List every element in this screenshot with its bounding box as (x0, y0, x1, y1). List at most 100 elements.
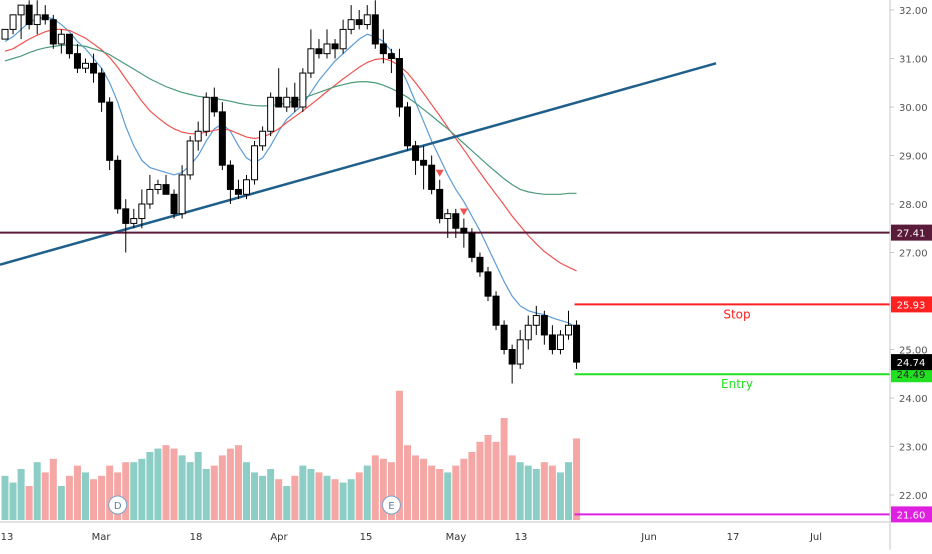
candle (540, 310, 548, 345)
candle (291, 82, 299, 112)
candle (452, 208, 460, 238)
candle-body (347, 19, 355, 30)
candle (210, 87, 218, 117)
volume-bar (331, 479, 339, 520)
candle (299, 68, 307, 112)
candle (347, 5, 355, 35)
candle-body (57, 33, 65, 45)
volume-bar (82, 472, 89, 520)
candle (138, 189, 146, 229)
candle (25, 0, 33, 30)
moving-average-line (4, 28, 577, 272)
candle (226, 160, 234, 204)
level-label: Entry (721, 377, 753, 391)
volume-bar (178, 455, 186, 520)
candle (387, 48, 395, 74)
candle (234, 179, 242, 200)
candle-body (516, 339, 524, 365)
candle (243, 174, 250, 200)
candle-body (65, 33, 73, 55)
y-tick-label: 29.00 (899, 152, 928, 163)
sell-marker (435, 169, 444, 177)
volume-bar (476, 441, 484, 520)
volume-bar (138, 458, 146, 520)
volume-bar (299, 465, 307, 520)
candle (532, 305, 540, 335)
candle-body (17, 4, 25, 16)
candle-body (90, 62, 98, 74)
candle-body (500, 324, 508, 350)
volume-bar (90, 479, 98, 520)
price-tag-bg (891, 296, 932, 313)
volume-bar (548, 465, 556, 520)
price-tag-text: 21.60 (897, 510, 926, 521)
price-tag: 25.93 (891, 296, 932, 313)
volume-bar (395, 390, 403, 520)
candle (1, 28, 9, 40)
price-tags-layer: 27.41 25.93 24.49 21.60 24.74 (891, 224, 932, 523)
candle (33, 0, 41, 35)
volume-bar (251, 472, 259, 520)
candle (468, 228, 476, 263)
candle-body (41, 14, 49, 21)
last-price-tag: 24.74 (891, 354, 932, 371)
candle (323, 29, 331, 59)
candle-body (283, 96, 291, 108)
candle (275, 68, 283, 108)
candle (186, 136, 194, 180)
volume-bar (170, 448, 178, 520)
volume-bar (9, 482, 17, 520)
candle-body (154, 184, 162, 190)
candle-body (395, 58, 403, 108)
volume-bar (291, 475, 299, 520)
candle-body (194, 130, 202, 142)
candle-body (508, 349, 516, 365)
volume-bar (122, 462, 130, 520)
candle (49, 14, 57, 49)
last-price-tag-bg (891, 354, 932, 371)
candle (460, 218, 468, 248)
candle (371, 0, 379, 49)
volume-bar (444, 472, 452, 520)
y-tick-label: 31.00 (899, 55, 928, 66)
candle-body (420, 159, 428, 166)
candle (484, 267, 492, 301)
candle (170, 189, 178, 219)
volume-bar (323, 475, 331, 520)
x-tick-label: 13 (1, 532, 14, 543)
volume-bar (106, 465, 114, 520)
candle (41, 5, 49, 25)
volume-bar (420, 458, 428, 520)
candle (355, 10, 363, 30)
price-tag-text: 27.41 (897, 229, 926, 240)
volume-bar (436, 469, 444, 520)
x-tick-label: 15 (360, 532, 373, 543)
candle (476, 252, 484, 277)
volume-bar (484, 435, 492, 520)
candle-body (371, 14, 379, 45)
candle-body (25, 4, 33, 26)
x-tick-label: 18 (190, 532, 203, 543)
candle (508, 344, 516, 384)
candle-body (307, 48, 315, 74)
volume-bar (226, 448, 234, 520)
candle-body (484, 271, 492, 297)
candle-body (339, 28, 347, 50)
candle-body (146, 188, 154, 205)
candle (106, 97, 114, 171)
candle (412, 140, 420, 175)
price-tag-bg (891, 506, 932, 523)
y-tick-label: 23.00 (899, 443, 928, 454)
candle-body (138, 203, 146, 220)
x-tick-label: May (446, 532, 467, 543)
candle-body (379, 43, 387, 55)
price-tag: 27.41 (891, 224, 932, 241)
candle (98, 68, 106, 112)
x-tick-label: Mar (92, 532, 112, 543)
candle-body (404, 106, 411, 147)
candle-body (186, 140, 194, 176)
candle (573, 320, 581, 369)
